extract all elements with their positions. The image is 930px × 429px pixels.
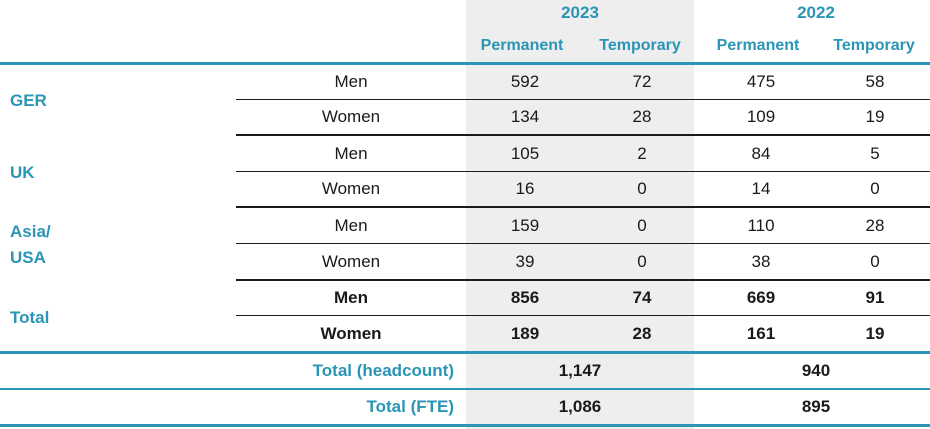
row-divider — [236, 99, 930, 100]
table-cell: 189 — [510, 323, 540, 343]
table-cell: 159 — [510, 215, 540, 235]
table-cell: 16 — [515, 179, 535, 198]
table-cell: 39 — [515, 251, 535, 271]
table-cell: 28 — [632, 107, 652, 126]
table-cell: 19 — [865, 107, 885, 126]
table-cell: 0 — [637, 251, 647, 271]
table-cell: 0 — [870, 251, 880, 271]
gender-label: Women — [320, 323, 382, 343]
table-cell: 28 — [865, 215, 885, 235]
gender-label: Men — [334, 143, 368, 163]
table-cell: 856 — [510, 288, 540, 307]
gender-label: Women — [321, 107, 381, 126]
summary-cell: 1,147 — [558, 361, 602, 380]
table-cell: 109 — [746, 107, 776, 126]
col-header-2023-permanent: Permanent — [480, 37, 564, 54]
table-cell: 0 — [870, 179, 880, 198]
summary-label-headcount: Total (headcount) — [312, 361, 454, 380]
table-cell: 105 — [510, 143, 540, 163]
table-cell: 58 — [865, 72, 885, 91]
gender-label: Women — [321, 179, 381, 198]
bottom-rule — [0, 424, 930, 427]
table-cell: 19 — [865, 323, 885, 343]
gender-label: Men — [334, 215, 368, 235]
table-cell: 5 — [870, 143, 880, 163]
region-label-total: Total — [10, 308, 50, 327]
row-divider — [236, 315, 930, 316]
summary-cell: 1,086 — [558, 397, 602, 416]
gender-label: Women — [321, 251, 381, 271]
group-divider — [236, 279, 930, 281]
col-header-2023-temporary: Temporary — [599, 37, 681, 54]
gender-label: Men — [334, 288, 368, 307]
header-rule — [0, 62, 930, 65]
row-divider — [236, 171, 930, 172]
year-header-2022: 2022 — [797, 3, 835, 22]
summary-cell: 895 — [801, 397, 831, 416]
year-2023-shading — [466, 0, 694, 429]
gender-label: Men — [334, 72, 368, 91]
group-divider — [236, 134, 930, 136]
year-header-2023: 2023 — [561, 3, 599, 22]
summary-cell: 940 — [801, 361, 831, 380]
region-label-ger: GER — [10, 91, 47, 110]
table-cell: 38 — [751, 251, 771, 271]
table-cell: 669 — [746, 288, 776, 307]
table-cell: 475 — [746, 72, 776, 91]
table-cell: 161 — [746, 323, 776, 343]
table-cell: 72 — [632, 72, 652, 91]
row-divider — [236, 243, 930, 244]
col-header-2022-temporary: Temporary — [833, 37, 915, 54]
table-cell: 0 — [637, 215, 647, 235]
table-cell: 74 — [632, 288, 652, 307]
table-cell: 84 — [751, 143, 771, 163]
region-label-uk: UK — [10, 163, 35, 182]
table-cell: 91 — [865, 288, 885, 307]
table-cell: 0 — [637, 179, 647, 198]
table-cell: 2 — [637, 143, 647, 163]
table-cell: 134 — [510, 107, 540, 126]
table-cell: 592 — [510, 72, 540, 91]
summary-rule — [0, 388, 930, 390]
group-divider — [236, 206, 930, 208]
summary-rule — [0, 351, 930, 354]
col-header-2022-permanent: Permanent — [716, 37, 800, 54]
summary-label-fte: Total (FTE) — [366, 397, 455, 416]
table-cell: 14 — [751, 179, 771, 198]
region-label-asia-usa: Asia/ USA — [10, 222, 51, 267]
table-cell: 28 — [632, 323, 652, 343]
table-cell: 110 — [747, 215, 775, 235]
